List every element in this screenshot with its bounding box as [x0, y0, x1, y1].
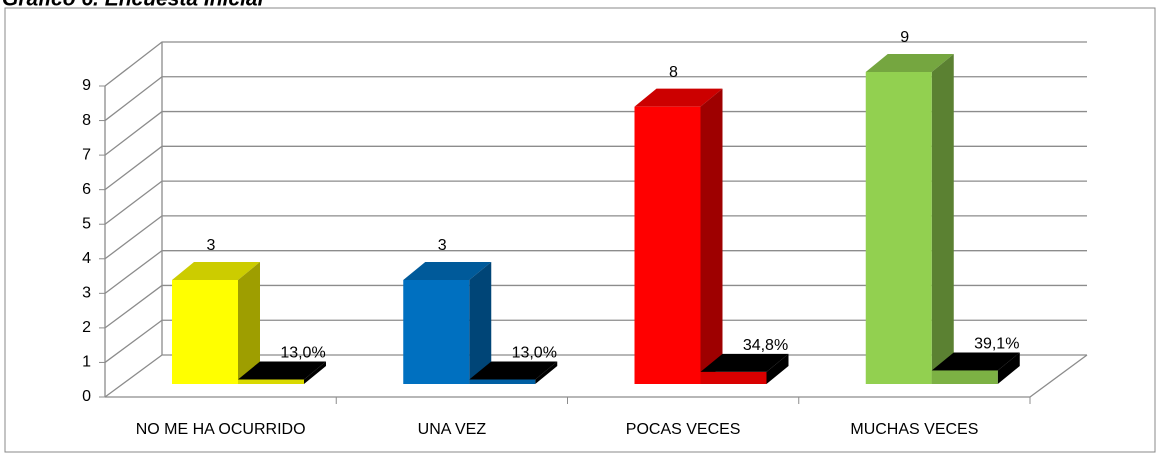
- bar-side: [469, 262, 492, 384]
- value-label: 34,8%: [743, 337, 788, 354]
- bar-top: [238, 361, 326, 380]
- x-tick-label: POCAS VECES: [626, 421, 741, 438]
- value-label: 13,0%: [512, 345, 557, 362]
- grid-line: [104, 284, 1087, 329]
- y-tick-label: 3: [82, 285, 91, 302]
- value-label: 3: [438, 237, 447, 254]
- grid-line: [104, 76, 1087, 122]
- y-tick-label: 5: [82, 215, 91, 232]
- bar: [634, 106, 701, 385]
- chart-border: [4, 7, 1156, 453]
- grid-line: [104, 145, 1087, 191]
- grid-line: [104, 110, 1087, 156]
- bar-side: [238, 262, 260, 384]
- y-tick-label: 6: [82, 181, 91, 198]
- bar-top: [634, 88, 723, 107]
- grid-line: [104, 215, 1087, 260]
- bar: [931, 370, 998, 384]
- y-tick-label: 0: [82, 388, 91, 405]
- x-tick-label: MUCHAS VECES: [850, 421, 978, 438]
- bar-top: [403, 262, 492, 280]
- bar-top: [172, 262, 260, 280]
- bar-side: [997, 352, 1020, 384]
- bar: [403, 280, 470, 384]
- value-label: 3: [207, 237, 216, 254]
- y-tick-label: 8: [82, 112, 91, 129]
- grid-line: [104, 41, 1087, 87]
- bar-side: [535, 361, 558, 384]
- bar-top: [700, 353, 789, 372]
- value-label: 8: [669, 64, 678, 81]
- bar: [700, 371, 767, 384]
- chart-title: Gráfico 6. Encuesta Inicial: [2, 0, 265, 11]
- bar: [172, 280, 238, 384]
- y-tick-label: 7: [82, 146, 91, 163]
- bar: [865, 72, 932, 384]
- y-tick-label: 1: [82, 354, 91, 371]
- bar-top: [865, 54, 954, 72]
- grid-line: [104, 319, 1087, 363]
- bar: [238, 379, 304, 384]
- y-tick-label: 2: [82, 319, 91, 336]
- x-tick-label: UNA VEZ: [418, 421, 487, 438]
- bar-side: [931, 54, 954, 384]
- grid-line: [104, 250, 1087, 294]
- value-label: 39,1%: [974, 336, 1019, 353]
- x-tick-label: NO ME HA OCURRIDO: [136, 421, 306, 438]
- bar-side: [766, 353, 789, 384]
- bar-side: [304, 361, 326, 384]
- bar-top: [469, 361, 558, 380]
- y-tick-label: 4: [82, 250, 91, 267]
- bar: [469, 379, 536, 384]
- y-tick-label: 9: [82, 77, 91, 94]
- value-label: 9: [900, 29, 909, 46]
- bar-top: [931, 352, 1020, 371]
- value-label: 13,0%: [280, 345, 325, 362]
- bar-side: [700, 88, 723, 385]
- grid-line: [104, 180, 1087, 225]
